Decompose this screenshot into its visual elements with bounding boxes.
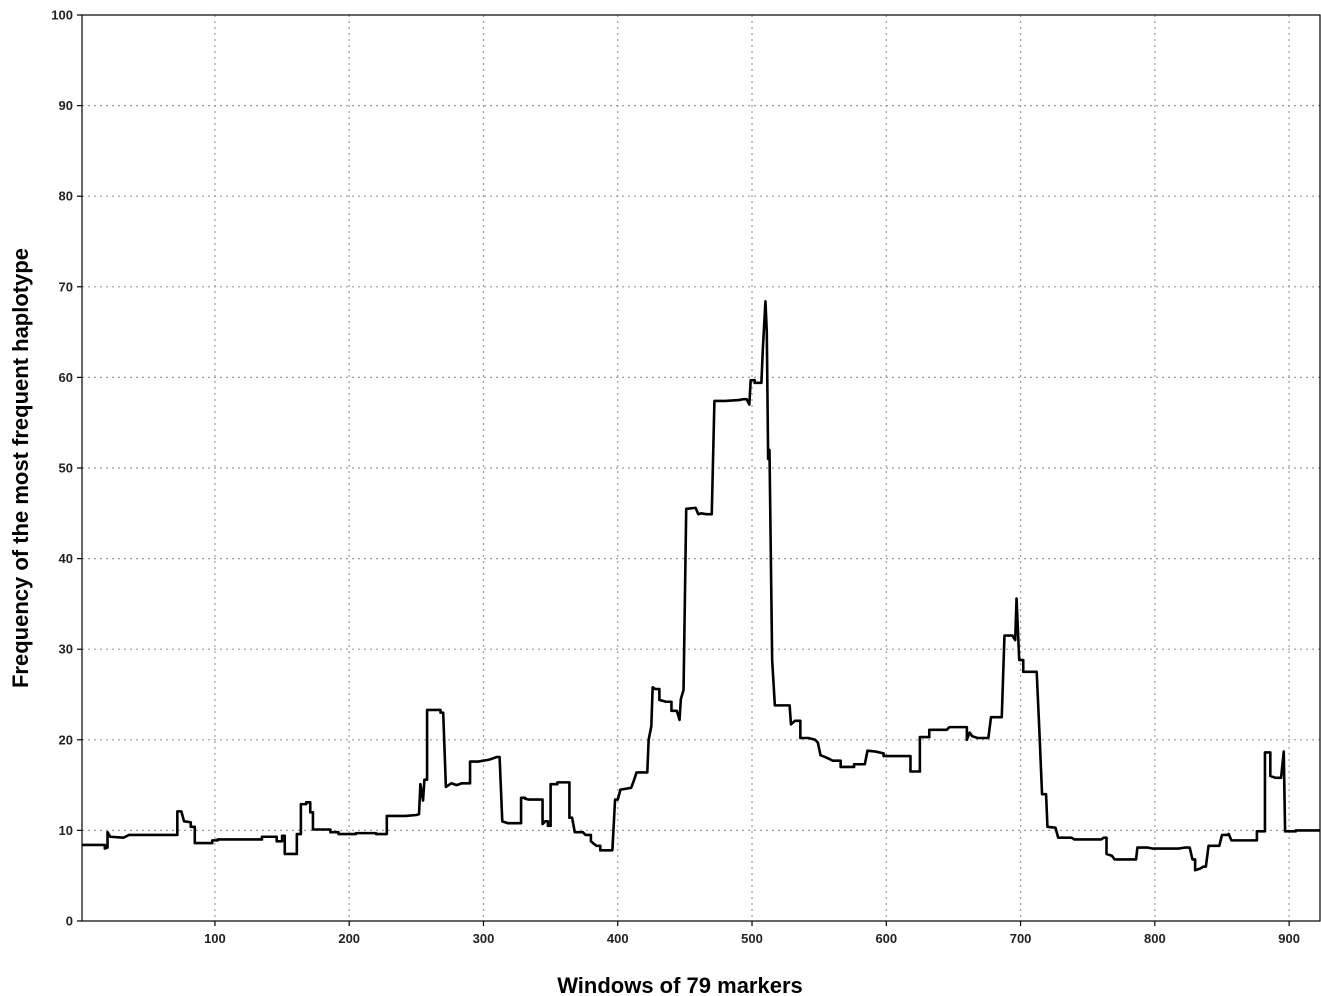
plot-frame <box>81 14 1321 922</box>
y-tick-label: 40 <box>59 551 73 566</box>
y-tick-label: 100 <box>51 8 73 23</box>
y-tick-label: 70 <box>59 279 73 294</box>
y-tick-label: 60 <box>59 370 73 385</box>
y-axis-title: Frequency of the most frequent haplotype <box>8 248 33 688</box>
x-axis-title: Windows of 79 markers <box>557 973 803 996</box>
y-tick-label: 20 <box>59 732 73 747</box>
series-layer <box>82 300 1320 872</box>
gridlines <box>82 15 1320 921</box>
x-tick-label: 200 <box>338 931 360 946</box>
x-tick-label: 600 <box>875 931 897 946</box>
x-tick-label: 300 <box>473 931 495 946</box>
y-tick-label: 10 <box>59 823 73 838</box>
x-tick-label: 400 <box>607 931 629 946</box>
x-tick-label: 800 <box>1144 931 1166 946</box>
x-tick-label: 700 <box>1010 931 1032 946</box>
y-tick-label: 30 <box>59 642 73 657</box>
y-tick-label: 90 <box>59 98 73 113</box>
tick-labels: 0 10 20 30 40 50 60 70 80 90 100 100 200 300 400 500 600… <box>51 8 1300 947</box>
series-line-0 <box>82 300 1320 872</box>
x-tick-label: 900 <box>1278 931 1300 946</box>
y-tick-label: 0 <box>66 914 73 929</box>
x-tick-label: 100 <box>204 931 226 946</box>
x-tick-label: 500 <box>741 931 763 946</box>
y-tick-label: 80 <box>59 189 73 204</box>
y-tick-label: 50 <box>59 461 73 476</box>
